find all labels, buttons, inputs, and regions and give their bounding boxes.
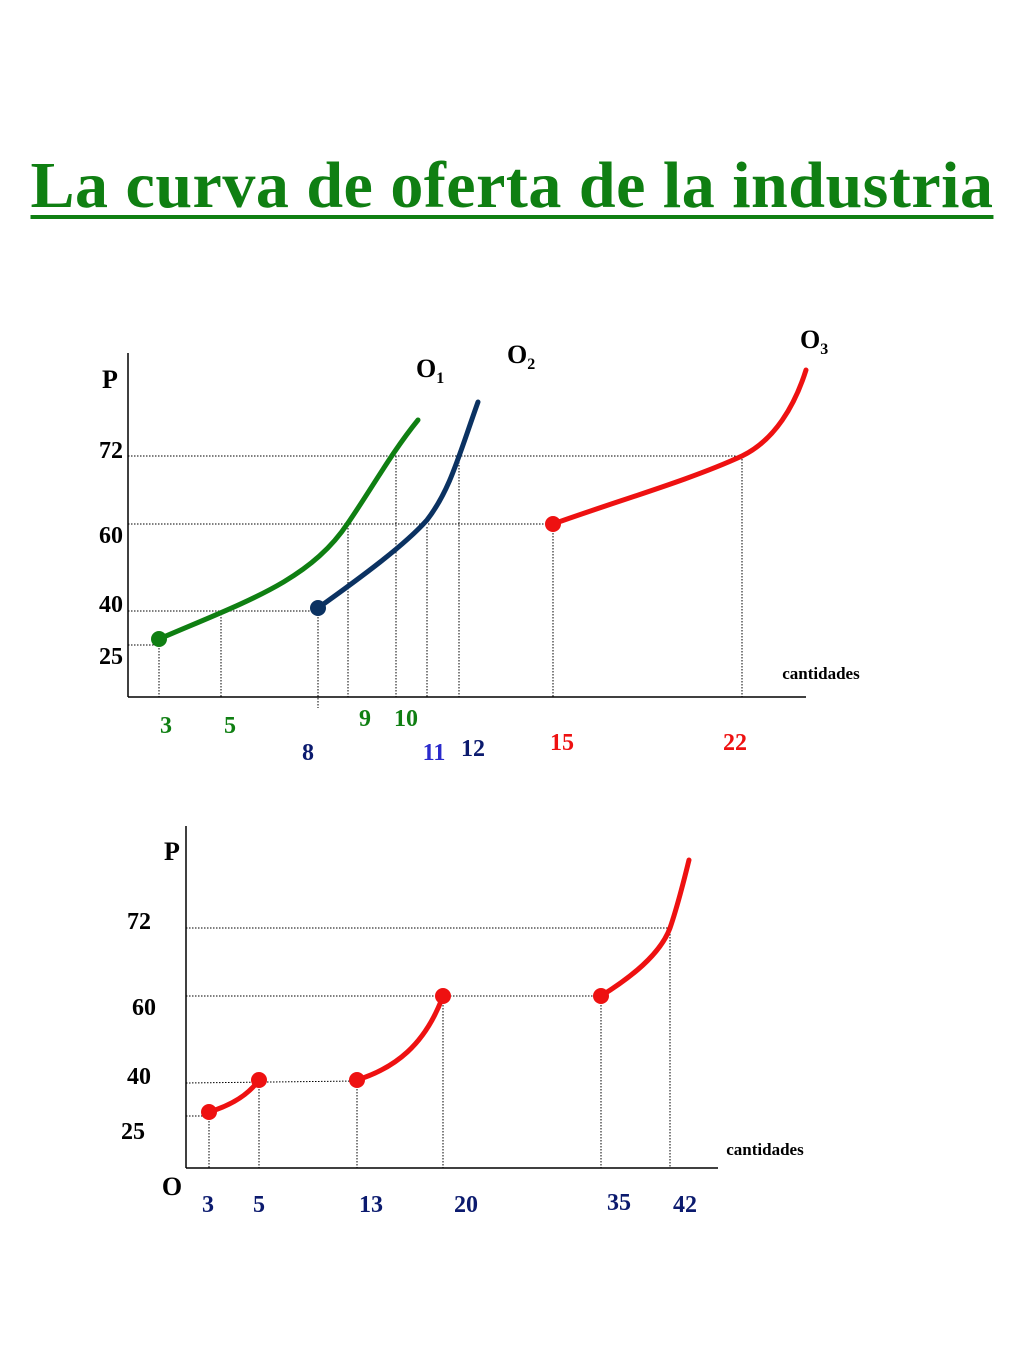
y-tick-label: 25 xyxy=(99,644,123,670)
x-tick-label: 42 xyxy=(673,1192,697,1218)
x-tick-label: 3 xyxy=(202,1192,214,1218)
x-tick-label: 20 xyxy=(454,1192,478,1218)
x-axis-label: cantidades xyxy=(782,664,860,683)
y-tick-label: 72 xyxy=(127,909,151,935)
y-tick-label: 25 xyxy=(121,1119,145,1145)
curve-O2 xyxy=(315,399,481,611)
series-label-main: O xyxy=(800,325,820,354)
series-label-sub: 3 xyxy=(820,341,828,358)
y-tick-label: 40 xyxy=(99,592,123,618)
y-axis-label: P xyxy=(102,365,118,394)
x-tick-label: 22 xyxy=(723,730,747,756)
series-label-sub: 2 xyxy=(527,356,535,373)
industry-dot-1 xyxy=(201,1104,217,1120)
industry-dot-3 xyxy=(349,1072,365,1088)
curve-O3 xyxy=(550,367,809,527)
x-tick-label: 3 xyxy=(160,713,172,739)
y-tick-label: 72 xyxy=(99,438,123,464)
x-tick-label: 5 xyxy=(253,1192,265,1218)
x-tick-label: 11 xyxy=(423,740,446,766)
x-tick-label: 35 xyxy=(607,1190,631,1216)
series-label-O2: O2 xyxy=(507,340,535,373)
y-tick-label: 60 xyxy=(132,995,156,1021)
guide-40 xyxy=(185,1080,358,1084)
start-dot-O1 xyxy=(151,631,167,647)
industry-segment-3 xyxy=(598,857,692,999)
start-dot-O3 xyxy=(545,516,561,532)
industry-dot-2 xyxy=(251,1072,267,1088)
industry-dot-4 xyxy=(435,988,451,1004)
x-tick-label: 5 xyxy=(224,713,236,739)
x-tick-label: 10 xyxy=(394,706,418,732)
x-tick-label: 8 xyxy=(302,740,314,766)
x-tick-label: 12 xyxy=(461,736,485,762)
industry-segment-1 xyxy=(206,1077,262,1115)
curve-O1 xyxy=(156,417,421,642)
start-dot-O2 xyxy=(310,600,326,616)
series-label-sub: 1 xyxy=(436,370,444,387)
series-label-main: O xyxy=(416,354,436,383)
series-label-main: O xyxy=(507,340,527,369)
y-tick-label: 40 xyxy=(127,1064,151,1090)
y-tick-label: 60 xyxy=(99,523,123,549)
origin-label: O xyxy=(162,1172,182,1201)
page-title: La curva de oferta de la industria xyxy=(30,149,994,222)
x-axis-label: cantidades xyxy=(726,1140,804,1159)
industry-segment-2 xyxy=(354,993,446,1083)
series-label-O1: O1 xyxy=(416,354,444,387)
x-tick-label: 13 xyxy=(359,1192,383,1218)
x-tick-label: 9 xyxy=(359,706,371,732)
series-label-O3: O3 xyxy=(800,325,828,358)
y-axis-label: P xyxy=(164,837,180,866)
industry-dot-5 xyxy=(593,988,609,1004)
x-tick-label: 15 xyxy=(550,730,574,756)
